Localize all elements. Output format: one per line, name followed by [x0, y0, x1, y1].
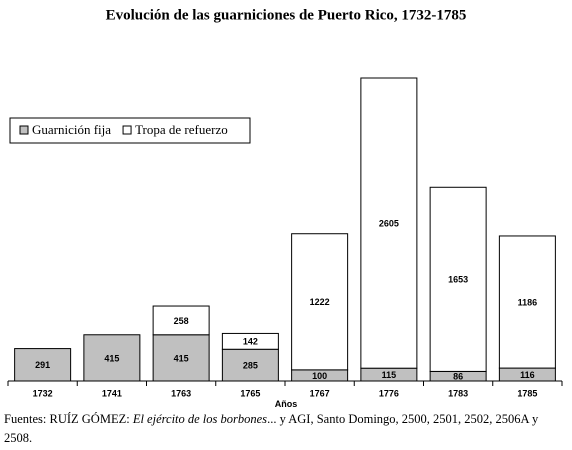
bar-segment: [221, 348, 279, 382]
data-label: 100: [312, 371, 327, 381]
data-label: 116: [520, 370, 535, 380]
x-axis-label: Años: [275, 399, 298, 408]
legend-label: Guarnición fija: [32, 122, 111, 137]
x-tick-label: 1783: [448, 388, 468, 398]
data-label: 258: [174, 316, 189, 326]
data-label: 285: [243, 361, 258, 371]
data-label: 415: [104, 353, 119, 363]
legend-label: Tropa de refuerzo: [135, 122, 228, 137]
bar-segment: [221, 332, 279, 350]
data-label: 291: [35, 360, 50, 370]
data-label: 1186: [518, 297, 538, 307]
chart: Evolución de las guarniciones de Puerto …: [7, 7, 563, 408]
bar-segment: [291, 233, 349, 371]
data-label: 1222: [310, 297, 330, 307]
x-tick-label: 1732: [33, 388, 53, 398]
x-tick-label: 1767: [310, 388, 330, 398]
bar-segment: [498, 235, 556, 369]
data-label: 86: [453, 372, 463, 382]
source-note: Fuentes: RUÍZ GÓMEZ: El ejército de los …: [4, 410, 568, 448]
data-label: 115: [382, 370, 397, 380]
legend-swatch: [122, 125, 132, 135]
x-tick-label: 1765: [240, 388, 260, 398]
source-italic: El ejército de los borbones: [132, 412, 268, 426]
source-lead: Fuentes: RUÍZ GÓMEZ:: [4, 412, 133, 426]
x-tick-label: 1741: [102, 388, 122, 398]
bar-segment: [152, 305, 210, 336]
bar-segment: [14, 348, 72, 382]
x-tick-label: 1776: [379, 388, 399, 398]
data-label: 142: [243, 337, 258, 347]
data-label: 1653: [448, 275, 468, 285]
bar-segment: [152, 334, 210, 382]
legend-swatch: [19, 125, 29, 135]
x-tick-label: 1763: [171, 388, 191, 398]
chart-title: Evolución de las guarniciones de Puerto …: [106, 7, 467, 23]
bar-segment: [429, 186, 487, 372]
source-tail: ... y AGI, Santo Domingo, 2500, 2501, 25…: [4, 412, 539, 445]
data-label: 2605: [379, 218, 399, 228]
data-label: 415: [174, 353, 189, 363]
x-tick-label: 1785: [517, 388, 537, 398]
bar-segment: [360, 77, 418, 369]
bar-segment: [83, 334, 141, 382]
